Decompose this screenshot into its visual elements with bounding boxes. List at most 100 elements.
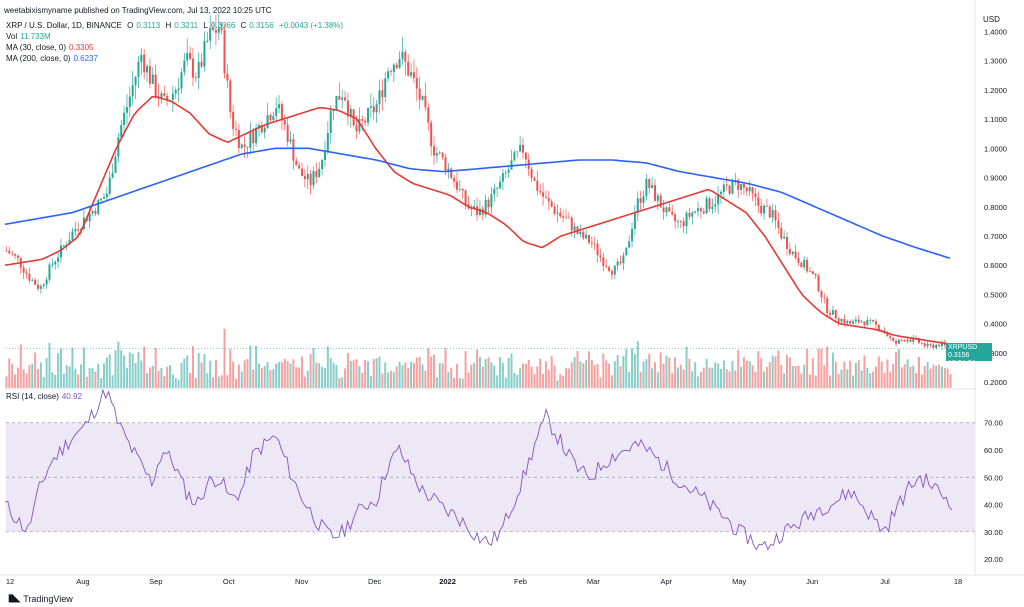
candle-body: [375, 104, 378, 113]
candle-body: [329, 110, 332, 133]
candle-body: [194, 77, 197, 79]
volume-bar: [395, 366, 398, 388]
volume-bar: [708, 367, 711, 388]
candle-body: [177, 88, 180, 90]
candle-body: [671, 211, 674, 215]
volume-bar: [892, 363, 895, 388]
volume-bar: [722, 360, 725, 388]
volume-bar: [645, 358, 648, 388]
volume-bar: [874, 366, 877, 388]
candle-body: [28, 274, 31, 281]
candle-body: [212, 27, 215, 31]
volume-bar: [788, 357, 791, 388]
candle-body: [642, 196, 645, 203]
rsi-band: [6, 422, 975, 532]
price-tick-label: 0.4000: [984, 320, 1007, 329]
volume-bar: [125, 367, 128, 388]
volume-bar: [602, 353, 605, 388]
candle-body: [71, 231, 74, 240]
volume-bar: [355, 359, 358, 388]
volume-bar: [742, 357, 745, 388]
candle-body: [625, 247, 628, 256]
volume-bar: [484, 358, 487, 388]
volume-bar: [496, 375, 499, 388]
volume-bar: [473, 362, 476, 388]
candle-body: [235, 128, 238, 130]
volume-bar: [719, 369, 722, 388]
candle-body: [920, 342, 923, 344]
candle-body: [455, 181, 458, 190]
candle-body: [464, 190, 467, 205]
volume-bar: [209, 360, 212, 388]
candle-body: [897, 339, 900, 344]
candle-body: [478, 208, 481, 215]
candle-body: [533, 177, 536, 181]
volume-bar: [863, 355, 866, 388]
volume-bar: [283, 358, 286, 388]
candle-body: [214, 30, 217, 33]
volume-bar: [737, 350, 740, 388]
volume-bar: [189, 372, 192, 388]
candle-body: [223, 30, 226, 74]
volume-bar: [470, 364, 473, 388]
volume-bar: [352, 360, 355, 388]
volume-bar: [834, 361, 837, 388]
candle-body: [653, 185, 656, 201]
candle-body: [77, 229, 80, 231]
volume-bar: [166, 366, 169, 388]
candle-body: [582, 231, 585, 239]
candle-body: [688, 212, 691, 217]
volume-bar: [800, 373, 803, 388]
candle-body: [232, 111, 235, 129]
volume-bar: [662, 363, 665, 388]
candle-body: [14, 254, 17, 256]
volume-bar: [289, 363, 292, 388]
candle-body: [441, 152, 444, 158]
candle-body: [301, 168, 304, 177]
candle-body: [349, 109, 352, 117]
volume-bar: [768, 362, 771, 388]
volume-bar: [481, 366, 484, 388]
volume-bar: [177, 380, 180, 388]
time-tick-label: 12: [6, 577, 14, 586]
candle-body: [892, 337, 895, 341]
candle-body: [378, 90, 381, 105]
volume-bar: [780, 364, 783, 388]
volume-bar: [375, 358, 378, 388]
volume-bar: [628, 371, 631, 388]
volume-bar: [94, 371, 97, 388]
candle-body: [131, 85, 134, 97]
candle-body: [91, 210, 94, 214]
candle-body: [103, 197, 106, 199]
candle-body: [137, 61, 140, 77]
volume-bar: [369, 376, 372, 388]
volume-bar: [622, 355, 625, 388]
volume-bar: [504, 377, 507, 388]
volume-bar: [619, 366, 622, 388]
volume-bar: [777, 350, 780, 388]
volume-bar: [309, 354, 312, 388]
candle-body: [559, 212, 562, 217]
candle-body: [180, 72, 183, 89]
rsi-tick-label: 20.00: [984, 555, 1003, 564]
volume-bar: [831, 352, 834, 388]
candle-body: [544, 196, 547, 198]
volume-bar: [613, 361, 616, 388]
volume-bar: [691, 371, 694, 388]
candle-body: [651, 185, 654, 188]
volume-bar: [117, 341, 120, 388]
candle-body: [298, 165, 301, 169]
volume-bar: [157, 371, 160, 388]
candle-body: [874, 321, 877, 325]
candle-body: [105, 193, 108, 198]
candle-body: [163, 93, 166, 96]
volume-bar: [100, 377, 103, 388]
candle-body: [367, 107, 370, 123]
candle-body: [665, 207, 668, 213]
candle-body: [763, 205, 766, 214]
volume-bar: [82, 347, 85, 388]
candle-body: [493, 188, 496, 195]
candle-body: [421, 95, 424, 100]
volume-bar: [42, 377, 45, 388]
volume-bar: [329, 358, 332, 388]
